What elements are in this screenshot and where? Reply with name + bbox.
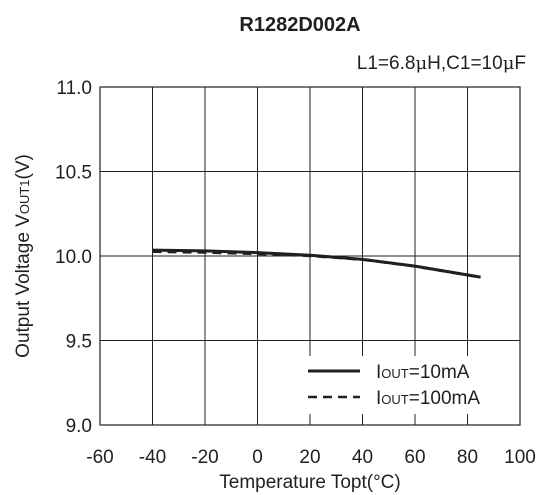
x-tick-label: 0 <box>252 447 263 468</box>
y-tick-label: 9.0 <box>66 416 92 437</box>
y-tick-labels: 11.0 10.5 10.0 9.5 9.0 <box>55 78 92 437</box>
x-tick-label: 80 <box>457 447 478 468</box>
legend: IOUT=10mA IOUT=100mA <box>302 356 516 414</box>
x-axis-label: Temperature Topt(°C) <box>219 472 400 493</box>
y-axis-label-sub: OUT1 <box>17 179 32 214</box>
x-tick-label: -20 <box>191 447 218 468</box>
x-tick-label: 40 <box>352 447 373 468</box>
subtitle-part-1: L1=6.8 <box>357 53 416 74</box>
legend-label-10ma-sub: OUT <box>381 366 409 381</box>
y-tick-label: 10.5 <box>55 163 92 184</box>
legend-label-100ma: IOUT=100mA <box>376 388 480 409</box>
subtitle-mu-1: μ <box>415 53 427 74</box>
legend-label-100ma-sub: OUT <box>381 392 409 407</box>
legend-background <box>302 356 516 414</box>
y-axis-label: Output Voltage VOUT1(V) <box>13 154 34 358</box>
y-tick-label: 10.0 <box>55 247 92 268</box>
x-tick-labels: -60 -40 -20 0 20 40 60 80 100 <box>86 447 536 468</box>
subtitle-part-2: H,C1=10 <box>427 53 503 74</box>
legend-label-100ma-tail: =100mA <box>409 388 481 409</box>
series-layer <box>152 248 481 279</box>
x-tick-label: -40 <box>139 447 166 468</box>
y-tick-label: 11.0 <box>56 78 92 99</box>
chart-title: R1282D002A <box>239 14 360 36</box>
x-tick-label: 100 <box>504 447 536 468</box>
x-tick-label: 60 <box>404 447 425 468</box>
subtitle-part-3: F <box>514 53 526 74</box>
series-line-100ma <box>152 250 481 279</box>
legend-label-10ma: IOUT=10mA <box>376 362 470 383</box>
subtitle-mu-2: μ <box>503 53 515 74</box>
x-tick-label: -60 <box>86 447 113 468</box>
legend-label-100ma-main: I <box>376 388 381 409</box>
series-line-10ma <box>152 248 481 279</box>
legend-label-10ma-main: I <box>376 362 381 383</box>
legend-label-10ma-tail: =10mA <box>409 362 470 383</box>
x-tick-label: 20 <box>299 447 320 468</box>
chart-subtitle: L1=6.8μH,C1=10μF <box>357 53 526 74</box>
y-tick-label: 9.5 <box>66 332 92 353</box>
plot-frame <box>99 86 521 426</box>
y-axis-label-tail: (V) <box>13 154 34 179</box>
y-axis-label-main: Output Voltage V <box>13 214 34 358</box>
